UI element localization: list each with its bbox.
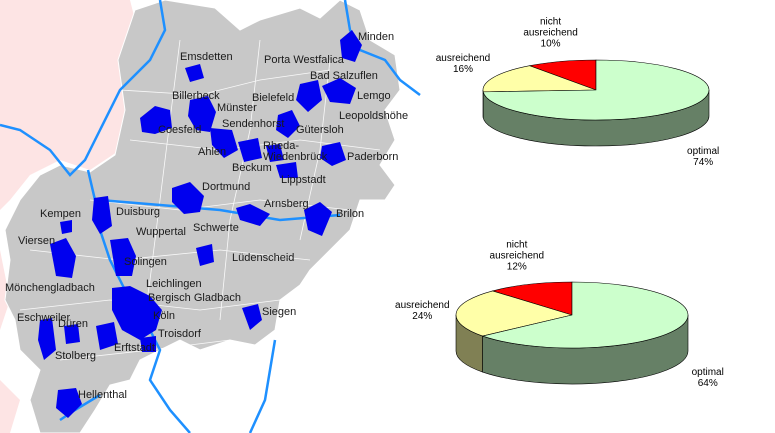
city-label: Leopoldshöhe <box>339 110 408 122</box>
slice-label: ausreichend 16% <box>427 53 499 75</box>
slice-value: 24% <box>412 311 433 323</box>
slice-label: nicht ausreichend 10% <box>515 16 587 49</box>
pie-slice <box>481 281 689 349</box>
slice-label: optimal 74% <box>667 146 739 168</box>
slice-value: 16% <box>452 64 473 76</box>
slice-label: ausreichend 24% <box>386 300 458 322</box>
city-label: Troisdorf <box>158 328 202 340</box>
city-label: Sendenhorst <box>222 118 284 130</box>
pie-slice <box>482 65 597 93</box>
city-label: Porta Westfalica <box>264 54 345 66</box>
slice-value: 10% <box>540 38 561 50</box>
city-label: Arnsberg <box>264 198 309 210</box>
city-label: Beckum <box>232 162 272 174</box>
city-label: Solingen <box>124 256 167 268</box>
slice-name: optimal <box>691 366 724 378</box>
slice-name: nicht ausreichend <box>523 16 578 39</box>
city-label: Kempen <box>40 208 81 220</box>
slice-label: nicht ausreichend 12% <box>481 240 553 273</box>
pie-slice <box>455 290 574 337</box>
city-label: Schwerte <box>193 222 239 234</box>
city-label: Lippstadt <box>281 174 326 186</box>
city-label: Erftstadt <box>114 342 155 354</box>
neighbor-country <box>0 0 135 433</box>
city-label: Wiedenbrück <box>263 151 328 163</box>
city-label: Leichlingen <box>146 278 202 290</box>
district-blobs <box>38 30 362 418</box>
pie-slice <box>491 281 573 316</box>
slice-name: optimal <box>687 146 720 158</box>
city-label: Dortmund <box>202 181 250 193</box>
pie-chart <box>482 59 710 147</box>
city-label: Köln <box>153 310 175 322</box>
city-label: Bergisch Gladbach <box>148 292 241 304</box>
city-label: Eschweiler <box>17 312 71 324</box>
city-label: Ahlen <box>198 146 226 158</box>
city-label: Wuppertal <box>136 226 186 238</box>
city-label: Viersen <box>18 235 55 247</box>
city-label: Billerbeck <box>172 90 220 102</box>
city-label: Duisburg <box>116 206 160 218</box>
slice-label: optimal 64% <box>672 367 744 389</box>
city-label: Siegen <box>262 306 296 318</box>
city-label: Mönchengladbach <box>5 282 95 294</box>
slice-name: ausreichend <box>395 300 450 312</box>
city-label: Emsdetten <box>180 51 233 63</box>
city-label: Stolberg <box>55 350 96 362</box>
city-label: Düren <box>58 318 88 330</box>
city-label: Paderborn <box>347 151 398 163</box>
city-label: Minden <box>358 31 394 43</box>
slice-value: 12% <box>506 261 527 273</box>
pie-slice <box>528 59 597 91</box>
city-label: Rheda- <box>263 140 299 152</box>
slice-name: nicht ausreichend <box>489 239 545 262</box>
city-label: Brilon <box>336 208 364 220</box>
pie-slice <box>482 59 710 121</box>
city-label: Gütersloh <box>296 124 344 136</box>
city-label: Bad Salzuflen <box>310 70 378 82</box>
slice-value: 64% <box>697 377 718 389</box>
map: Minden Porta Westfalica Emsdetten Bad Sa… <box>0 0 421 433</box>
city-label: Lemgo <box>357 90 391 102</box>
city-label: Lüdenscheid <box>232 252 294 264</box>
city-label: Coesfeld <box>158 124 201 136</box>
city-label: Hellenthal <box>78 389 127 401</box>
city-label: Münster <box>217 102 257 114</box>
slice-value: 74% <box>693 157 714 169</box>
city-label: Bielefeld <box>252 92 294 104</box>
slice-name: ausreichend <box>435 53 491 65</box>
pie-chart <box>455 281 689 385</box>
